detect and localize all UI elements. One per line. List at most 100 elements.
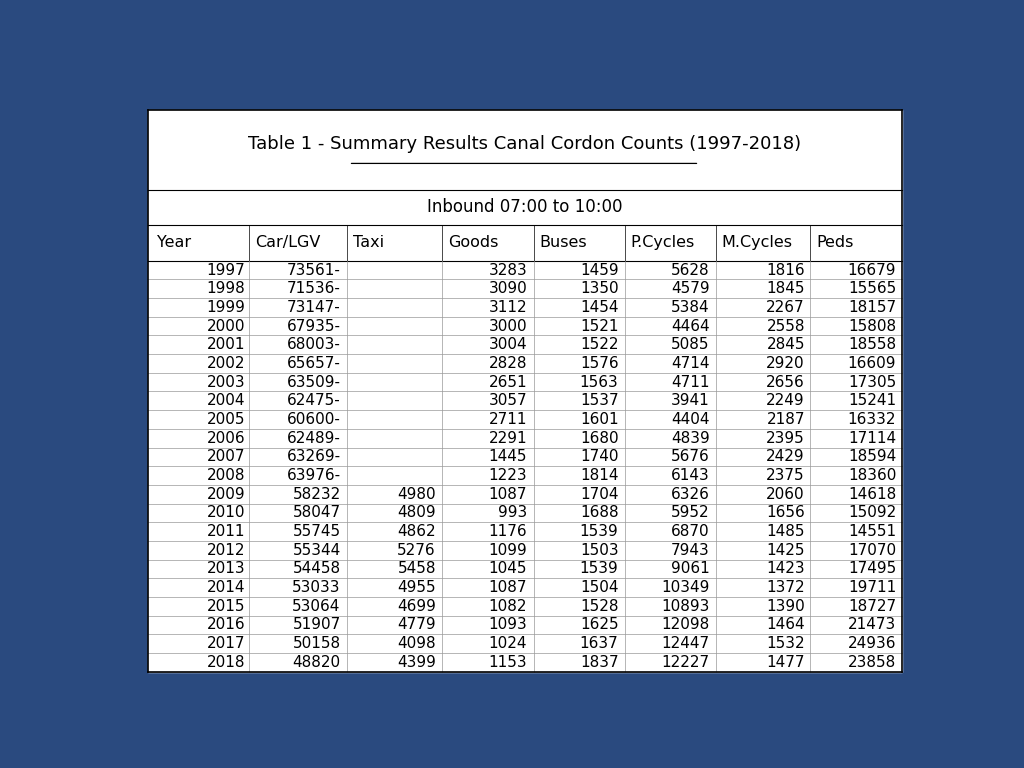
Text: 2001: 2001 [207, 337, 246, 353]
Text: 1539: 1539 [580, 561, 618, 577]
Text: 1837: 1837 [580, 655, 618, 670]
Text: 3941: 3941 [671, 393, 710, 409]
Text: 2187: 2187 [766, 412, 805, 427]
Text: 15241: 15241 [848, 393, 896, 409]
Text: 24936: 24936 [848, 636, 896, 651]
Text: 2558: 2558 [766, 319, 805, 333]
Text: 1093: 1093 [488, 617, 527, 633]
Text: 58047: 58047 [293, 505, 341, 521]
Text: 1656: 1656 [766, 505, 805, 521]
Text: 2011: 2011 [207, 524, 246, 539]
Text: 15092: 15092 [848, 505, 896, 521]
Text: 2008: 2008 [207, 468, 246, 483]
Text: 1999: 1999 [207, 300, 246, 315]
Text: 1998: 1998 [207, 281, 246, 296]
Text: 1099: 1099 [488, 543, 527, 558]
Text: 1485: 1485 [766, 524, 805, 539]
Text: M.Cycles: M.Cycles [722, 236, 793, 250]
Text: 2013: 2013 [207, 561, 246, 577]
Text: 4399: 4399 [397, 655, 436, 670]
Text: 2014: 2014 [207, 580, 246, 595]
Text: 1521: 1521 [580, 319, 618, 333]
Text: 16609: 16609 [848, 356, 896, 371]
Text: 62489-: 62489- [287, 431, 341, 445]
Text: 16332: 16332 [848, 412, 896, 427]
Text: 16679: 16679 [848, 263, 896, 277]
Text: Buses: Buses [539, 236, 587, 250]
Text: 4464: 4464 [671, 319, 710, 333]
Text: 4404: 4404 [671, 412, 710, 427]
Text: 65657-: 65657- [287, 356, 341, 371]
Text: 14618: 14618 [848, 487, 896, 502]
Text: 18157: 18157 [848, 300, 896, 315]
Text: 15565: 15565 [848, 281, 896, 296]
Text: Table 1 - Summary Results Canal Cordon Counts (1997-2018): Table 1 - Summary Results Canal Cordon C… [248, 135, 802, 153]
Text: 10349: 10349 [662, 580, 710, 595]
Text: 17114: 17114 [848, 431, 896, 445]
Text: 12227: 12227 [662, 655, 710, 670]
Text: 2007: 2007 [207, 449, 246, 465]
Text: 1532: 1532 [766, 636, 805, 651]
Text: 2267: 2267 [766, 300, 805, 315]
Text: 1024: 1024 [488, 636, 527, 651]
Text: 21473: 21473 [848, 617, 896, 633]
Text: 1082: 1082 [488, 599, 527, 614]
Text: 73147-: 73147- [287, 300, 341, 315]
Text: 1637: 1637 [580, 636, 618, 651]
Text: 5458: 5458 [397, 561, 436, 577]
Text: 17495: 17495 [848, 561, 896, 577]
Text: 1814: 1814 [580, 468, 618, 483]
Text: 1045: 1045 [488, 561, 527, 577]
Text: 2005: 2005 [207, 412, 246, 427]
Text: 2010: 2010 [207, 505, 246, 521]
Text: 6143: 6143 [671, 468, 710, 483]
Text: 2002: 2002 [207, 356, 246, 371]
Text: 1504: 1504 [580, 580, 618, 595]
Text: 1087: 1087 [488, 487, 527, 502]
Text: 14551: 14551 [848, 524, 896, 539]
Text: 1087: 1087 [488, 580, 527, 595]
Text: 1688: 1688 [580, 505, 618, 521]
Text: 4955: 4955 [397, 580, 436, 595]
Text: 51907: 51907 [293, 617, 341, 633]
Text: 1563: 1563 [580, 375, 618, 389]
Text: 5676: 5676 [671, 449, 710, 465]
Text: 18558: 18558 [848, 337, 896, 353]
Text: 18727: 18727 [848, 599, 896, 614]
Text: 1459: 1459 [580, 263, 618, 277]
Text: 5085: 5085 [671, 337, 710, 353]
Text: 1153: 1153 [488, 655, 527, 670]
Text: 3090: 3090 [488, 281, 527, 296]
Text: 2656: 2656 [766, 375, 805, 389]
Text: 3112: 3112 [488, 300, 527, 315]
Text: 6870: 6870 [671, 524, 710, 539]
Text: 62475-: 62475- [287, 393, 341, 409]
Text: 55344: 55344 [293, 543, 341, 558]
Text: 18360: 18360 [848, 468, 896, 483]
Text: 3283: 3283 [488, 263, 527, 277]
Text: 18594: 18594 [848, 449, 896, 465]
Text: 2016: 2016 [207, 617, 246, 633]
Text: 17305: 17305 [848, 375, 896, 389]
Text: 53033: 53033 [292, 580, 341, 595]
Text: 2711: 2711 [488, 412, 527, 427]
Text: 4711: 4711 [671, 375, 710, 389]
Text: 2060: 2060 [766, 487, 805, 502]
Text: 6326: 6326 [671, 487, 710, 502]
Text: 2003: 2003 [207, 375, 246, 389]
Text: 23858: 23858 [848, 655, 896, 670]
Text: Year: Year [158, 236, 191, 250]
Text: 1740: 1740 [580, 449, 618, 465]
Text: 2004: 2004 [207, 393, 246, 409]
Text: 5952: 5952 [671, 505, 710, 521]
Text: 1425: 1425 [766, 543, 805, 558]
Text: 1537: 1537 [580, 393, 618, 409]
Text: 3004: 3004 [488, 337, 527, 353]
Text: 1372: 1372 [766, 580, 805, 595]
Text: 1528: 1528 [580, 599, 618, 614]
Text: 2429: 2429 [766, 449, 805, 465]
Text: 1350: 1350 [580, 281, 618, 296]
Text: 4980: 4980 [397, 487, 436, 502]
Text: 1625: 1625 [580, 617, 618, 633]
Text: 1704: 1704 [580, 487, 618, 502]
